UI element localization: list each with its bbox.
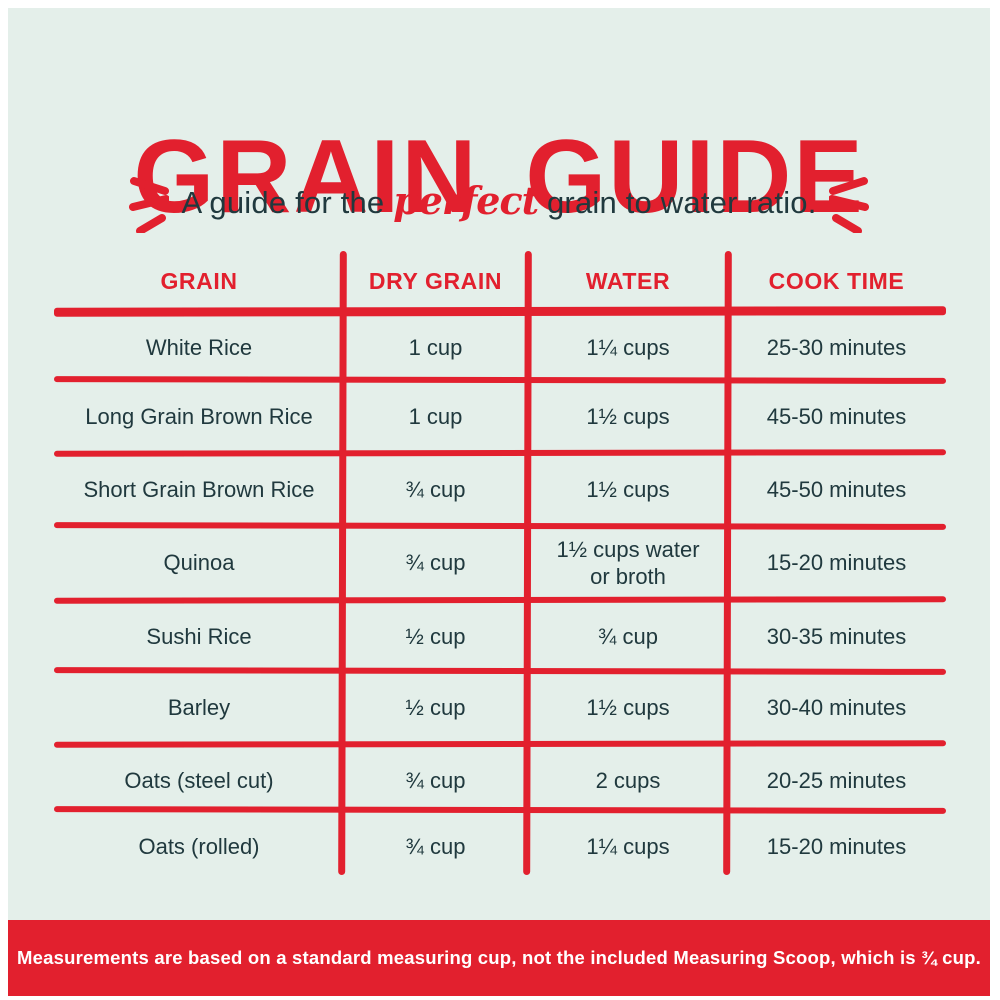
table-row: Long Grain Brown Rice 1 cup 1½ cups 45-50 m… — [55, 385, 945, 449]
table-row: Barley ½ cup 1½ cups 30-40 minutes — [55, 676, 945, 740]
table-cell: Short Grain Brown Rice — [83, 477, 315, 503]
table-cell: Barley — [167, 695, 231, 721]
table-cell: 20-25 minutes — [766, 768, 907, 794]
table-cell: Oats (steel cut) — [124, 768, 274, 794]
table-cell: 30-40 minutes — [766, 695, 907, 721]
table-cell: 25-30 minutes — [766, 335, 907, 361]
column-header: COOK TIME — [768, 267, 905, 294]
table-grid-line — [53, 449, 947, 457]
table-cell: ¾ cup — [405, 834, 466, 860]
table-cell: 15-20 minutes — [766, 550, 907, 576]
table-cell: 1½ cups — [586, 695, 670, 721]
table-cell: 45-50 minutes — [766, 404, 907, 430]
subtitle-prefix: A guide for the — [181, 184, 394, 220]
grain-guide-poster: GRAIN GUIDE A guide for the perfect grai… — [8, 8, 990, 996]
table-cell: 1½ cups water or broth — [556, 536, 700, 590]
table-cell: 30-35 minutes — [766, 624, 907, 650]
table-cell: 1¼ cups — [586, 335, 670, 361]
table-header-row: GRAIN DRY GRAIN WATER COOK TIME — [55, 253, 945, 309]
subtitle-text: A guide for the perfect grain to water r… — [181, 177, 817, 223]
table-cell: ¾ cup — [405, 768, 466, 794]
column-header: WATER — [585, 267, 671, 294]
table-cell: Oats (rolled) — [138, 834, 260, 860]
column-header: GRAIN — [160, 267, 238, 294]
table-row: Short Grain Brown Rice ¾ cup 1½ cups 45-50 … — [55, 458, 945, 522]
emphasis-dashes-right-icon — [828, 177, 869, 233]
page-title: GRAIN GUIDE — [133, 118, 865, 235]
table-cell: 1¼ cups — [586, 834, 670, 860]
table-cell: ¾ cup — [598, 624, 658, 650]
table-row: Quinoa ¾ cup 1½ cups water or broth 15-20 m… — [55, 531, 945, 595]
table-cell: ¾ cup — [405, 550, 466, 576]
table-row: Oats (rolled) ¾ cup 1¼ cups 15-20 minutes — [55, 815, 945, 879]
table-row: Sushi Rice ½ cup ¾ cup 30-35 minutes — [55, 605, 945, 669]
subtitle-suffix: grain to water ratio. — [538, 184, 817, 220]
table-cell: ½ cup — [405, 624, 466, 650]
table-cell: White Rice — [145, 335, 253, 361]
table-cell: Quinoa — [163, 550, 235, 576]
table-cell: 2 cups — [595, 768, 661, 794]
subtitle-row: A guide for the perfect grain to water r… — [8, 170, 990, 233]
subtitle-highlight: perfect — [393, 177, 539, 223]
table-cell: Long Grain Brown Rice — [85, 404, 313, 430]
table-cell: 1 cup — [408, 404, 463, 430]
emphasis-dashes-left-icon — [129, 177, 170, 233]
table-cell: 15-20 minutes — [766, 834, 907, 860]
table-grid-line — [53, 596, 947, 604]
footer-note: Measurements are based on a standard mea… — [17, 947, 981, 968]
table-grid-line — [53, 522, 947, 530]
table-cell: ½ cup — [405, 695, 466, 721]
table-grid-line — [53, 740, 947, 748]
footer-bar: Measurements are based on a standard mea… — [8, 920, 990, 996]
column-header: DRY GRAIN — [368, 267, 503, 294]
table-row: White Rice 1 cup 1¼ cups 25-30 minutes — [55, 316, 945, 380]
table-cell: 1 cup — [408, 335, 463, 361]
table-cell: 1½ cups — [586, 404, 670, 430]
table-cell: Sushi Rice — [146, 624, 252, 650]
table-cell: 45-50 minutes — [766, 477, 907, 503]
table-row: Oats (steel cut) ¾ cup 2 cups 20-25 minutes — [55, 749, 945, 813]
table-cell: ¾ cup — [405, 477, 466, 503]
table-cell: 1½ cups — [586, 477, 670, 503]
